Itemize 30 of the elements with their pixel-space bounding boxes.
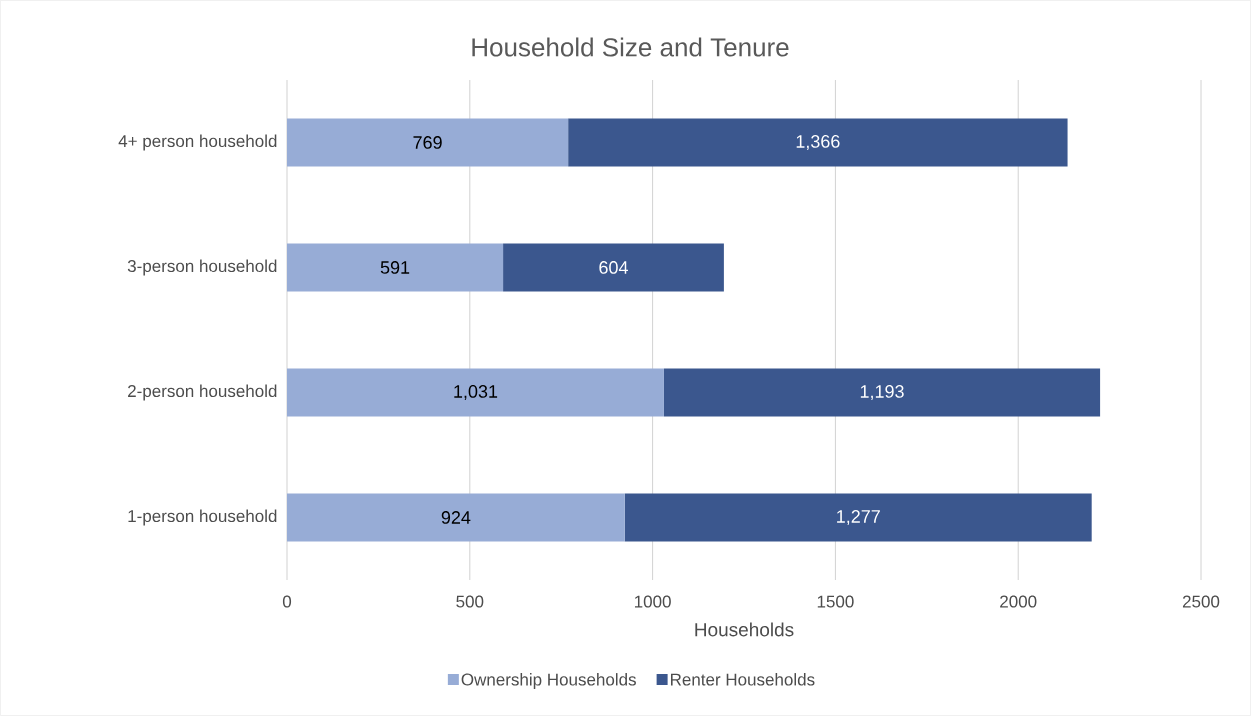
x-tick-label: 0 bbox=[282, 595, 292, 608]
y-tick-label: 1-person household bbox=[128, 509, 277, 526]
bar bbox=[287, 368, 664, 417]
x-tick-label: 2500 bbox=[1182, 595, 1220, 608]
y-tick-label: 4+ person household bbox=[118, 134, 277, 151]
x-tick-label: 1000 bbox=[635, 595, 671, 608]
x-tick-label: 500 bbox=[456, 595, 484, 608]
y-tick-label: 2-person household bbox=[128, 384, 277, 401]
bar bbox=[624, 493, 1092, 542]
data-label: 591 bbox=[380, 261, 410, 274]
data-label: 1,277 bbox=[837, 510, 880, 525]
bar bbox=[503, 243, 724, 292]
data-label: 604 bbox=[599, 261, 628, 274]
chart-title: Household Size and Tenure bbox=[472, 37, 789, 57]
legend-label: Renter Households bbox=[671, 673, 815, 686]
bar bbox=[568, 118, 1068, 167]
data-label: 769 bbox=[413, 136, 442, 149]
legend-label: Ownership Households bbox=[461, 673, 636, 689]
x-tick-label: 2000 bbox=[1000, 595, 1037, 608]
data-label: 1,193 bbox=[860, 385, 904, 400]
x-tick-label: 1500 bbox=[817, 595, 854, 608]
bar bbox=[287, 243, 504, 292]
data-label: 924 bbox=[441, 511, 471, 524]
bar bbox=[663, 368, 1101, 417]
bar bbox=[287, 493, 625, 542]
x-axis-title: Households bbox=[695, 622, 794, 637]
data-label: 1,366 bbox=[796, 135, 840, 150]
bar bbox=[287, 118, 569, 167]
data-label: 1,031 bbox=[454, 385, 498, 400]
y-tick-label: 3-person household bbox=[127, 259, 277, 276]
